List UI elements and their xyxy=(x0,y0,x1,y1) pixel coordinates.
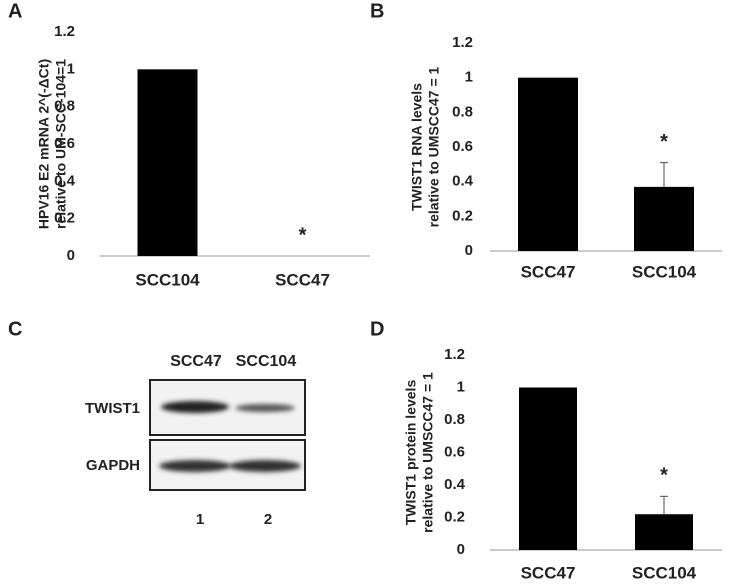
panel-label: A xyxy=(8,0,22,22)
panel-label: C xyxy=(8,318,22,340)
y-tick-label: 0.6 xyxy=(54,135,75,152)
bar xyxy=(635,514,693,550)
y-tick-label: 0.6 xyxy=(452,138,473,155)
x-tick-label: SCC104 xyxy=(632,262,697,281)
row-label: GAPDH xyxy=(86,457,140,474)
y-tick-label: 0.2 xyxy=(452,207,473,224)
y-tick-label: 1 xyxy=(465,69,473,86)
band xyxy=(159,460,231,472)
y-tick-label: 1.2 xyxy=(54,23,75,40)
y-tick-label: 0.2 xyxy=(444,508,465,525)
x-tick-label: SCC47 xyxy=(275,270,330,289)
y-axis-label: TWIST1 protein levels xyxy=(403,380,419,526)
annotation: * xyxy=(660,131,668,153)
annotation: * xyxy=(299,224,307,246)
y-tick-label: 0.4 xyxy=(54,172,76,189)
panel-label: B xyxy=(370,0,384,22)
row-label: TWIST1 xyxy=(85,400,140,417)
x-tick-label: SCC47 xyxy=(521,262,576,281)
y-tick-label: 0.8 xyxy=(54,98,75,115)
lane-number: 2 xyxy=(264,511,272,528)
y-tick-label: 0.6 xyxy=(444,443,465,460)
y-axis-label: relative to UMSCC47 = 1 xyxy=(420,372,436,533)
bar xyxy=(634,186,694,251)
y-axis-label: relative to UM-SCC-104=1 xyxy=(53,59,69,229)
y-tick-label: 0.4 xyxy=(452,173,474,190)
panel-label: D xyxy=(370,318,384,340)
y-tick-label: 0.8 xyxy=(452,103,473,120)
y-tick-label: 0 xyxy=(67,247,75,264)
lane-label: SCC104 xyxy=(236,353,297,370)
band xyxy=(235,404,295,412)
y-axis-label: HPV16 E2 mRNA 2^(-ΔCt) xyxy=(36,59,52,229)
y-tick-label: 1 xyxy=(457,378,465,395)
x-tick-label: SCC104 xyxy=(632,563,697,582)
band xyxy=(161,401,229,413)
y-tick-label: 1 xyxy=(67,60,75,77)
y-tick-label: 1.2 xyxy=(444,346,465,363)
bar xyxy=(518,77,578,252)
lane-number: 1 xyxy=(196,511,204,528)
y-tick-label: 0.2 xyxy=(54,210,75,227)
annotation: * xyxy=(660,465,668,487)
y-axis-label: TWIST1 RNA levels xyxy=(409,83,425,211)
x-tick-label: SCC47 xyxy=(521,563,576,582)
y-tick-label: 0 xyxy=(457,541,465,558)
bar xyxy=(137,69,198,256)
bar xyxy=(519,387,577,550)
band xyxy=(229,460,301,472)
y-tick-label: 1.2 xyxy=(452,34,473,51)
y-axis-label: relative to UMSCC47 = 1 xyxy=(426,66,442,227)
y-tick-label: 0 xyxy=(465,242,473,259)
y-tick-label: 0.8 xyxy=(444,411,465,428)
lane-label: SCC47 xyxy=(170,353,222,370)
y-tick-label: 0.4 xyxy=(444,476,466,493)
x-tick-label: SCC104 xyxy=(135,270,200,289)
